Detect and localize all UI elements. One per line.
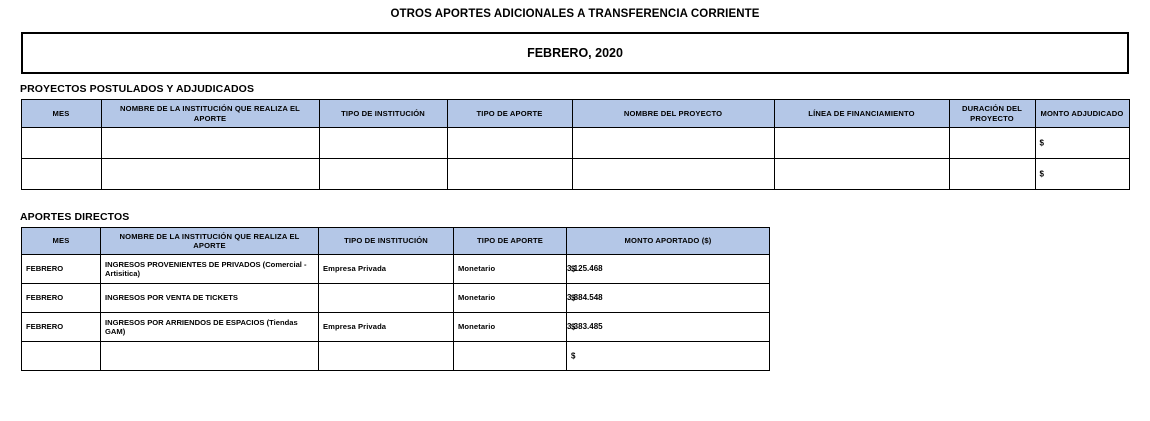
cell-institucion[interactable]: [100, 158, 320, 190]
cell-tipo-institucion[interactable]: [318, 341, 454, 371]
cell-institucion[interactable]: INGRESOS POR VENTA DE TICKETS: [100, 283, 319, 313]
currency-symbol: $: [1039, 169, 1044, 179]
table-row[interactable]: $: [20, 127, 1130, 159]
projects-col-monto: MONTO ADJUDICADO: [1034, 99, 1130, 128]
projects-col-institucion: NOMBRE DE LA INSTITUCIÓN QUE REALIZA EL …: [100, 99, 320, 128]
cell-mes[interactable]: FEBRERO: [21, 312, 101, 342]
projects-col-linea: LÍNEA DE FINANCIAMIENTO: [773, 99, 950, 128]
projects-col-tipo-aporte: TIPO DE APORTE: [446, 99, 573, 128]
cell-tipo-aporte[interactable]: Monetario: [453, 283, 567, 313]
projects-col-mes: MES: [20, 99, 102, 128]
cell-monto-aportado[interactable]: $ 3.125.468: [566, 254, 770, 284]
monto-value: 3.884.548: [567, 293, 603, 303]
direct-col-mes: MES: [21, 227, 101, 255]
direct-table-header-row: MES NOMBRE DE LA INSTITUCIÓN QUE REALIZA…: [21, 227, 770, 255]
currency-symbol: $: [571, 322, 576, 332]
projects-table-header-row: MES NOMBRE DE LA INSTITUCIÓN QUE REALIZA…: [20, 99, 1130, 128]
cell-tipo-aporte[interactable]: [446, 127, 573, 159]
cell-proyecto[interactable]: [571, 158, 775, 190]
period-banner: FEBRERO, 2020: [21, 32, 1129, 74]
currency-symbol: $: [571, 351, 576, 361]
cell-mes[interactable]: FEBRERO: [21, 283, 101, 313]
monto-value: 3.125.468: [567, 264, 603, 274]
table-row[interactable]: $: [20, 158, 1130, 190]
projects-col-proyecto: NOMBRE DEL PROYECTO: [571, 99, 775, 128]
cell-linea[interactable]: [773, 127, 950, 159]
cell-tipo-aporte[interactable]: [446, 158, 573, 190]
cell-tipo-institucion[interactable]: [318, 127, 448, 159]
cell-tipo-aporte[interactable]: Monetario: [453, 312, 567, 342]
cell-tipo-institucion[interactable]: [318, 283, 454, 313]
currency-symbol: $: [571, 264, 576, 274]
period-label: FEBRERO, 2020: [527, 46, 623, 60]
table-row[interactable]: $: [21, 341, 770, 371]
cell-tipo-institucion[interactable]: Empresa Privada: [318, 312, 454, 342]
table-row[interactable]: FEBRERO INGRESOS POR ARRIENDOS DE ESPACI…: [21, 312, 770, 342]
projects-col-tipo-institucion: TIPO DE INSTITUCIÓN: [318, 99, 448, 128]
cell-duracion[interactable]: [948, 158, 1036, 190]
cell-proyecto[interactable]: [571, 127, 775, 159]
cell-tipo-aporte[interactable]: Monetario: [453, 254, 567, 284]
cell-institucion[interactable]: INGRESOS POR ARRIENDOS DE ESPACIOS (Tien…: [100, 312, 319, 342]
cell-mes[interactable]: [20, 127, 102, 159]
cell-institucion[interactable]: INGRESOS PROVENIENTES DE PRIVADOS (Comer…: [100, 254, 319, 284]
cell-duracion[interactable]: [948, 127, 1036, 159]
cell-monto-aportado[interactable]: $: [566, 341, 770, 371]
direct-col-tipo-institucion: TIPO DE INSTITUCIÓN: [318, 227, 454, 255]
table-row[interactable]: FEBRERO INGRESOS POR VENTA DE TICKETS Mo…: [21, 283, 770, 313]
projects-table: MES NOMBRE DE LA INSTITUCIÓN QUE REALIZA…: [20, 99, 1130, 190]
projects-col-duracion: DURACIÓN DEL PROYECTO: [948, 99, 1036, 128]
table-row[interactable]: FEBRERO INGRESOS PROVENIENTES DE PRIVADO…: [21, 254, 770, 284]
direct-col-tipo-aporte: TIPO DE APORTE: [453, 227, 567, 255]
section-label-direct: APORTES DIRECTOS: [20, 211, 130, 223]
cell-mes[interactable]: [20, 158, 102, 190]
cell-monto-adjudicado[interactable]: $: [1034, 127, 1130, 159]
currency-symbol: $: [571, 293, 576, 303]
cell-mes[interactable]: FEBRERO: [21, 254, 101, 284]
cell-monto-aportado[interactable]: $ 3.383.485: [566, 312, 770, 342]
direct-col-institucion: NOMBRE DE LA INSTITUCIÓN QUE REALIZA EL …: [100, 227, 319, 255]
monto-value: 3.383.485: [567, 322, 603, 332]
currency-symbol: $: [1039, 138, 1044, 148]
section-label-projects: PROYECTOS POSTULADOS Y ADJUDICADOS: [20, 83, 255, 95]
cell-monto-adjudicado[interactable]: $: [1034, 158, 1130, 190]
cell-tipo-institucion[interactable]: Empresa Privada: [318, 254, 454, 284]
direct-col-monto-aportado: MONTO APORTADO ($): [566, 227, 770, 255]
cell-institucion[interactable]: [100, 127, 320, 159]
direct-contributions-table: MES NOMBRE DE LA INSTITUCIÓN QUE REALIZA…: [21, 227, 770, 371]
cell-tipo-institucion[interactable]: [318, 158, 448, 190]
document-title: OTROS APORTES ADICIONALES A TRANSFERENCI…: [390, 8, 760, 20]
cell-institucion[interactable]: [100, 341, 319, 371]
cell-linea[interactable]: [773, 158, 950, 190]
cell-mes[interactable]: [21, 341, 101, 371]
cell-tipo-aporte[interactable]: [453, 341, 567, 371]
cell-monto-aportado[interactable]: $ 3.884.548: [566, 283, 770, 313]
